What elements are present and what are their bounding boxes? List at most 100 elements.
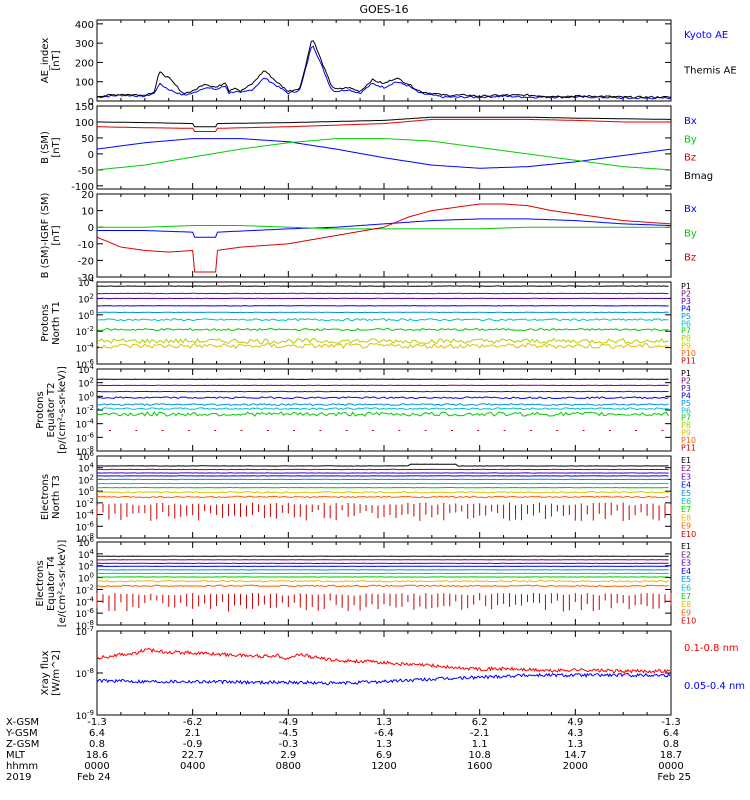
series-line	[97, 40, 672, 99]
series-line	[96, 647, 671, 674]
y-axis-label: North T3	[51, 475, 62, 519]
series-line	[96, 491, 669, 494]
y-tick-label: 0	[88, 97, 94, 108]
y-tick-label: 102	[78, 560, 94, 573]
x-axis-cell: 1.3	[376, 739, 392, 750]
legend-entry: P6	[681, 319, 691, 328]
x-axis-cell: -2.1	[470, 728, 490, 739]
legend-entry: Bx	[684, 116, 697, 127]
legend-entry: E10	[681, 617, 696, 626]
x-axis-cell: 0000	[658, 761, 683, 772]
y-axis-label: [p/(cm²-s-sr-keV)]	[57, 366, 68, 454]
y-tick-label: 50	[81, 134, 94, 145]
y-axis-label: [nT]	[51, 50, 62, 70]
x-axis-row-label: 2019	[6, 772, 31, 783]
legend-entry: P2	[681, 289, 691, 298]
series-line	[96, 411, 670, 417]
x-axis-cell: -6.4	[374, 728, 394, 739]
legend-entry: E4	[681, 481, 691, 490]
legend-entry: P11	[681, 357, 696, 366]
y-tick-label: 10-6	[76, 431, 95, 444]
series-line	[96, 584, 669, 588]
legend-entry: P6	[681, 406, 691, 415]
legend-entry: P5	[681, 312, 691, 321]
x-axis-cell: 6.4	[663, 728, 679, 739]
y-tick-label: 10-6	[76, 520, 95, 533]
y-axis-label: Equator T2	[46, 383, 57, 438]
y-tick-label: 10-4	[76, 418, 95, 431]
legend-entry: E9	[681, 608, 691, 617]
y-tick-label: 106	[78, 450, 94, 463]
y-tick-label: 10-2	[76, 497, 94, 510]
y-axis-label: Xray flux	[40, 651, 51, 696]
legend-entry: P7	[681, 414, 691, 423]
y-tick-label: 20	[81, 190, 94, 201]
y-tick-label: -10	[78, 240, 94, 251]
legend-entry: E6	[681, 497, 691, 506]
series-line	[96, 138, 672, 171]
legend-entry: P10	[681, 349, 696, 358]
x-axis-cell: 1600	[467, 761, 492, 772]
legend-entry: Bz	[684, 153, 696, 164]
x-axis-cell: 1200	[371, 761, 396, 772]
legend-entry: P4	[681, 304, 691, 313]
x-axis-cell: 2.1	[185, 728, 201, 739]
x-axis-cell: -4.9	[279, 717, 299, 728]
y-tick-label: 102	[78, 377, 94, 390]
x-axis-cell: 18.7	[660, 750, 682, 761]
y-tick-label: 10	[81, 207, 94, 218]
legend-entry: P2	[681, 376, 691, 385]
x-axis-cell: Feb 24	[77, 772, 111, 783]
y-axis-label: Protons	[35, 391, 46, 428]
y-tick-label: 400	[75, 20, 94, 31]
legend-entry: E1	[681, 456, 691, 465]
legend-entry: P8	[681, 334, 691, 343]
series-line	[96, 396, 669, 400]
legend-entry: 0.05-0.4 nm	[684, 681, 745, 692]
y-tick-label: 104	[78, 462, 94, 475]
y-tick-label: 200	[75, 58, 94, 69]
chart-title: GOES-16	[359, 3, 408, 16]
legend-entry: E3	[681, 472, 691, 481]
legend-entry: E8	[681, 513, 691, 522]
y-axis-label: B (SM)	[40, 131, 51, 164]
y-tick-label: 104	[78, 548, 94, 561]
y-tick-label: 10-2	[76, 325, 94, 338]
y-tick-label: 100	[78, 309, 94, 322]
x-axis-cell: 0000	[84, 761, 109, 772]
y-tick-label: 10-8	[76, 619, 94, 632]
y-tick-label: 10-4	[76, 509, 95, 522]
legend-entry: E2	[681, 550, 691, 559]
x-axis-row-label: hhmm	[6, 761, 38, 772]
y-tick-label: 10-2	[76, 404, 94, 417]
legend-entry: E1	[681, 542, 691, 551]
x-axis-cell: 18.6	[86, 750, 108, 761]
y-tick-label: 10-8	[76, 667, 94, 680]
series-line	[97, 403, 669, 406]
legend-entry: P10	[681, 436, 696, 445]
y-tick-label: 0	[88, 223, 94, 234]
series-line	[96, 579, 669, 583]
x-axis-cell: 4.3	[567, 728, 583, 739]
y-tick-label: -100	[71, 182, 94, 193]
x-axis-cell: 10.8	[469, 750, 491, 761]
y-axis-label: [nT]	[51, 137, 62, 157]
legend-entry: P1	[681, 282, 691, 291]
y-axis-label: Electrons	[35, 560, 46, 606]
legend-entry: Bz	[684, 253, 696, 264]
x-axis-cell: 0400	[180, 761, 205, 772]
x-axis-cell: 1.3	[567, 739, 583, 750]
x-axis-row-label: Y-GSM	[5, 728, 38, 739]
y-tick-label: 104	[78, 363, 94, 376]
series-line	[96, 342, 669, 350]
x-axis-cell: -6.2	[183, 717, 203, 728]
y-tick-label: 150	[75, 102, 94, 113]
y-tick-label: 10-4	[76, 595, 95, 608]
x-axis-cell: -1.3	[87, 717, 107, 728]
y-tick-label: 100	[78, 390, 94, 403]
legend-entry: P3	[681, 384, 691, 393]
y-axis-label: [e/(cm²-s-sr-keV)]	[57, 540, 68, 628]
x-axis-cell: 6.2	[472, 717, 488, 728]
x-axis-cell: 6.9	[376, 750, 392, 761]
